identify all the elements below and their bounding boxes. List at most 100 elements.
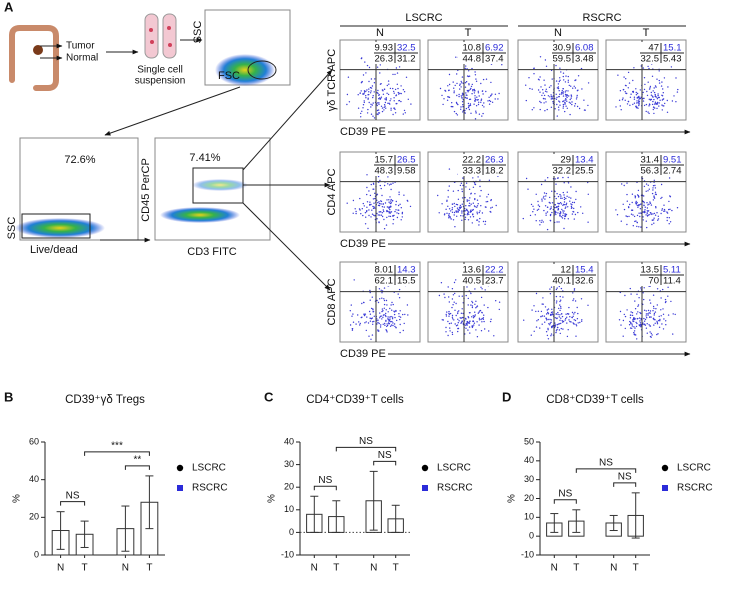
- event-dot: [564, 207, 566, 209]
- gate-percent: 72.6%: [64, 154, 95, 166]
- flow-plot: [605, 261, 687, 343]
- event-dot: [392, 324, 394, 327]
- event-dot: [377, 319, 379, 321]
- group-header: LSCRC: [405, 12, 442, 24]
- event-dot: [563, 210, 565, 212]
- event-dot: [395, 200, 397, 203]
- event-dot: [487, 193, 490, 196]
- event-dot: [362, 202, 364, 205]
- event-dot: [580, 298, 583, 300]
- event-dot: [664, 298, 667, 301]
- event-dot: [451, 314, 454, 317]
- tumor-site: [33, 45, 43, 55]
- event-dot: [650, 98, 652, 101]
- event-dot: [653, 87, 655, 89]
- event-dot: [635, 325, 638, 328]
- event-dot: [565, 90, 567, 92]
- event-dot: [383, 298, 385, 300]
- event-dot: [467, 102, 470, 105]
- event-dot: [652, 305, 655, 308]
- event-dot: [628, 324, 631, 326]
- event-dot: [372, 310, 375, 313]
- event-dot: [545, 313, 548, 315]
- event-dot: [369, 203, 371, 206]
- event-dot: [660, 315, 662, 317]
- event-dot: [448, 213, 450, 215]
- event-dot: [369, 194, 372, 197]
- event-dot: [630, 293, 632, 295]
- event-dot: [466, 324, 468, 326]
- quadrant-percent: 62.1: [375, 276, 394, 287]
- event-dot: [555, 206, 558, 208]
- event-dot: [558, 90, 560, 92]
- event-dot: [543, 102, 545, 104]
- event-dot: [656, 320, 658, 322]
- event-dot: [453, 301, 455, 303]
- quadrant-percent: 15.7: [375, 155, 394, 166]
- event-dot: [646, 323, 648, 325]
- event-dot: [482, 112, 484, 115]
- event-dot: [634, 308, 637, 310]
- axis-label: CD39 PE: [340, 348, 386, 360]
- event-dot: [378, 102, 380, 104]
- events: [438, 279, 501, 338]
- event-dot: [481, 115, 483, 117]
- event-dot: [635, 203, 637, 205]
- event-dot: [576, 306, 578, 309]
- event-dot: [386, 210, 388, 213]
- event-dot: [466, 321, 468, 323]
- event-dot: [635, 334, 637, 336]
- y-tick-label: 10: [524, 512, 534, 522]
- event-dot: [370, 87, 373, 89]
- event-dot: [584, 109, 586, 111]
- event-dot: [556, 87, 559, 89]
- y-tick-label: 40: [524, 455, 534, 465]
- event-dot: [478, 101, 480, 104]
- event-dot: [378, 221, 380, 224]
- event-dot: [556, 193, 558, 195]
- event-dot: [570, 197, 572, 199]
- event-dot: [460, 322, 462, 324]
- event-dot: [565, 75, 567, 77]
- event-dot: [650, 316, 652, 318]
- event-dot: [474, 71, 476, 73]
- event-dot: [562, 75, 564, 78]
- event-dot: [468, 188, 471, 190]
- event-dot: [392, 182, 394, 184]
- event-dot: [623, 76, 625, 78]
- event-dot: [452, 190, 455, 192]
- event-dot: [451, 203, 454, 205]
- event-dot: [539, 56, 542, 58]
- event-dot: [453, 90, 455, 92]
- axis-label: CD4 APC: [326, 168, 338, 215]
- event-dot: [481, 104, 484, 107]
- event-dot: [581, 319, 583, 321]
- axis-label: CD45 PerCP: [140, 158, 152, 222]
- event-dot: [351, 315, 353, 317]
- event-dot: [532, 205, 534, 207]
- label: Single cell: [137, 65, 183, 76]
- event-dot: [649, 310, 652, 312]
- event-dot: [476, 96, 478, 98]
- event-dot: [561, 315, 564, 318]
- event-dot: [551, 97, 553, 99]
- event-dot: [576, 96, 578, 98]
- event-dot: [475, 329, 477, 331]
- event-dot: [378, 202, 381, 205]
- event-dot: [539, 327, 541, 329]
- event-dot: [372, 182, 375, 184]
- event-dot: [654, 187, 657, 189]
- event-dot: [360, 213, 362, 215]
- event-dot: [382, 209, 384, 211]
- quadrant-percent: 32.5: [397, 43, 416, 54]
- event-dot: [557, 106, 560, 108]
- event-dot: [564, 81, 567, 83]
- event-dot: [658, 70, 660, 72]
- event-dot: [378, 211, 380, 213]
- event-dot: [653, 106, 655, 109]
- event-dot: [471, 93, 473, 95]
- event-dot: [631, 325, 633, 327]
- event-dot: [457, 198, 460, 200]
- event-dot: [544, 306, 547, 308]
